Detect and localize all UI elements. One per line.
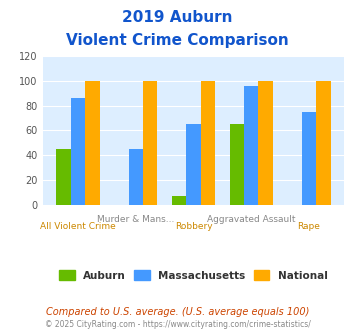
- Bar: [244, 86, 258, 205]
- Text: 2019 Auburn: 2019 Auburn: [122, 10, 233, 25]
- Bar: [56, 149, 71, 205]
- Bar: [230, 124, 244, 205]
- Bar: [201, 81, 215, 205]
- Bar: [143, 81, 157, 205]
- Bar: [129, 149, 143, 205]
- Bar: [71, 98, 85, 205]
- Bar: [302, 112, 316, 205]
- Text: © 2025 CityRating.com - https://www.cityrating.com/crime-statistics/: © 2025 CityRating.com - https://www.city…: [45, 320, 310, 329]
- Text: Rape: Rape: [297, 222, 321, 231]
- Legend: Auburn, Massachusetts, National: Auburn, Massachusetts, National: [55, 266, 332, 285]
- Bar: [85, 81, 100, 205]
- Text: Robbery: Robbery: [175, 222, 212, 231]
- Text: Violent Crime Comparison: Violent Crime Comparison: [66, 33, 289, 48]
- Text: Compared to U.S. average. (U.S. average equals 100): Compared to U.S. average. (U.S. average …: [46, 307, 309, 317]
- Bar: [186, 124, 201, 205]
- Bar: [172, 196, 186, 205]
- Bar: [316, 81, 331, 205]
- Bar: [258, 81, 273, 205]
- Text: Murder & Mans...: Murder & Mans...: [97, 214, 174, 223]
- Text: Aggravated Assault: Aggravated Assault: [207, 214, 295, 223]
- Text: All Violent Crime: All Violent Crime: [40, 222, 116, 231]
